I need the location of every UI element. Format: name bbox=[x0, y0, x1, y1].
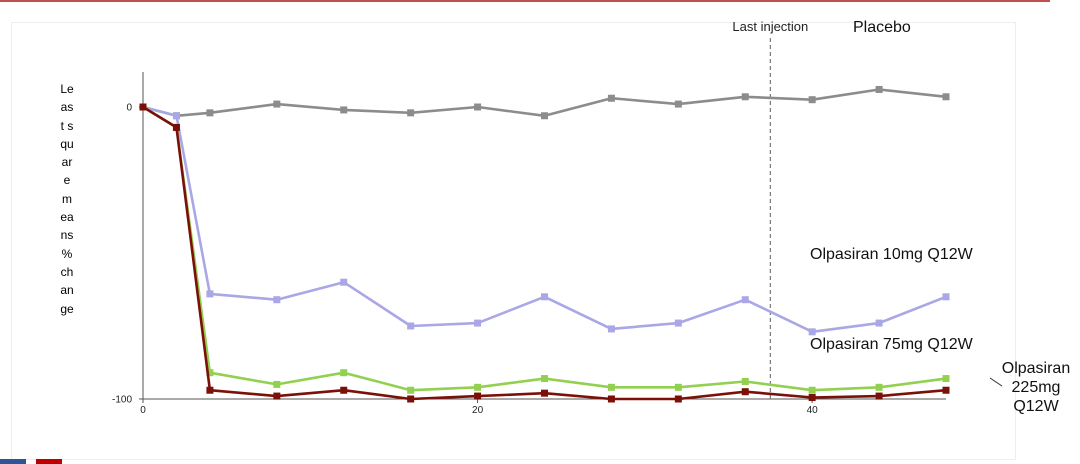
corner-decoration-blue bbox=[0, 459, 26, 464]
data-point bbox=[875, 392, 883, 400]
y-axis-label: Least square means % change bbox=[60, 82, 74, 316]
data-point bbox=[474, 392, 482, 400]
corner-decoration-red bbox=[36, 459, 62, 464]
leader-line bbox=[989, 377, 1003, 387]
data-point bbox=[808, 96, 816, 104]
series-label-3-line: Olpasiran bbox=[1002, 360, 1070, 377]
data-point bbox=[875, 319, 883, 327]
data-point bbox=[474, 383, 482, 391]
data-point bbox=[172, 112, 180, 120]
data-point bbox=[206, 369, 214, 377]
data-point bbox=[541, 112, 548, 120]
x-tick-label: 0 bbox=[140, 405, 146, 416]
series-3 bbox=[139, 103, 950, 403]
data-point bbox=[273, 100, 281, 108]
data-point bbox=[808, 386, 816, 394]
data-point bbox=[674, 395, 682, 403]
y-tick-label: -100 bbox=[112, 395, 132, 406]
series-2 bbox=[139, 103, 950, 394]
data-point bbox=[674, 383, 682, 391]
data-point bbox=[273, 392, 281, 400]
data-point bbox=[407, 395, 415, 403]
x-tick-label: 40 bbox=[807, 405, 819, 416]
series-label-2: Olpasiran 75mg Q12W bbox=[810, 336, 974, 353]
data-point bbox=[407, 109, 415, 117]
series-0 bbox=[139, 85, 950, 120]
data-point bbox=[875, 383, 883, 391]
data-point bbox=[340, 278, 348, 286]
series-line bbox=[142, 105, 947, 401]
data-point bbox=[741, 377, 749, 385]
series-group bbox=[139, 85, 950, 403]
data-point bbox=[206, 290, 214, 298]
series-label-3-line: 225mg bbox=[1012, 379, 1061, 396]
data-point bbox=[407, 386, 415, 394]
series-line bbox=[142, 105, 947, 334]
data-point bbox=[273, 380, 281, 388]
data-point bbox=[340, 106, 348, 114]
data-point bbox=[607, 383, 615, 391]
data-point bbox=[541, 293, 548, 301]
last-injection-label: Last injection bbox=[732, 19, 808, 34]
data-point bbox=[474, 319, 482, 327]
top-rule bbox=[0, 0, 1050, 2]
series-line bbox=[142, 105, 947, 392]
data-point bbox=[741, 388, 749, 396]
data-point bbox=[808, 328, 816, 336]
data-point bbox=[875, 85, 883, 93]
data-point bbox=[942, 375, 950, 383]
data-point bbox=[407, 322, 415, 330]
series-line bbox=[142, 88, 947, 118]
series-labels: Placebo Olpasiran 10mg Q12W Olpasiran 75mg… bbox=[810, 19, 1070, 415]
data-point bbox=[172, 123, 180, 131]
series-1 bbox=[139, 103, 950, 336]
series-label-0: Placebo bbox=[853, 19, 911, 36]
data-point bbox=[206, 109, 214, 117]
data-point bbox=[741, 296, 749, 304]
data-point bbox=[273, 296, 281, 304]
data-point bbox=[607, 94, 615, 102]
series-label-3-line: Q12W bbox=[1013, 398, 1059, 415]
annotations: Last injection bbox=[732, 19, 808, 399]
data-point bbox=[607, 395, 615, 403]
data-point bbox=[942, 93, 950, 101]
data-point bbox=[741, 93, 749, 101]
data-point bbox=[541, 375, 548, 383]
series-label-3: Olpasiran 225mg Q12W bbox=[1002, 360, 1070, 415]
data-point bbox=[674, 319, 682, 327]
data-point bbox=[474, 103, 482, 111]
data-point bbox=[340, 386, 348, 394]
data-point bbox=[607, 325, 615, 333]
y-tick-label: 0 bbox=[126, 103, 132, 114]
data-point bbox=[340, 369, 348, 377]
data-point bbox=[206, 386, 214, 394]
data-point bbox=[139, 103, 147, 111]
data-point bbox=[674, 100, 682, 108]
x-tick-label: 20 bbox=[472, 405, 484, 416]
data-point bbox=[942, 293, 950, 301]
chart-frame bbox=[11, 22, 1016, 460]
tick-labels: 0 20 40 0 -100 bbox=[112, 103, 818, 417]
data-point bbox=[808, 394, 816, 402]
series-label-1: Olpasiran 10mg Q12W bbox=[810, 246, 974, 263]
data-point bbox=[942, 386, 950, 394]
data-point bbox=[541, 389, 548, 397]
